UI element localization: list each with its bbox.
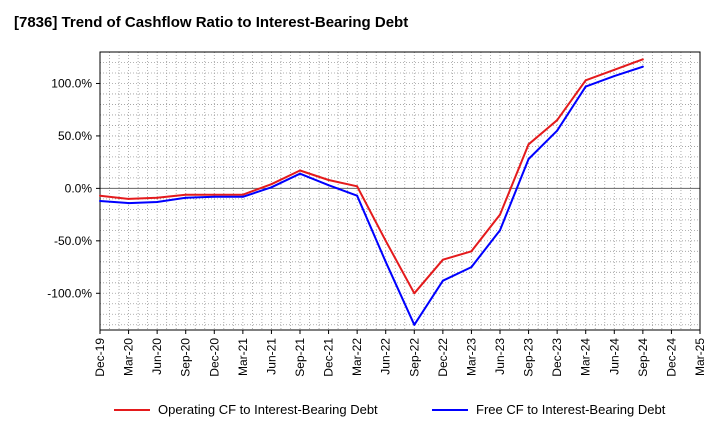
plot-border	[99, 51, 701, 331]
data-point-operating-cf	[470, 250, 473, 253]
data-point-operating-cf	[356, 185, 359, 188]
data-point-operating-cf	[641, 58, 644, 61]
x-tick-label: Jun-20	[150, 338, 164, 375]
data-point-operating-cf	[299, 169, 301, 172]
data-point-operating-cf	[127, 197, 130, 200]
x-tick-label: Sep-24	[636, 338, 650, 377]
data-point-operating-cf	[584, 79, 587, 82]
data-point-free-cf	[441, 279, 444, 282]
data-point-operating-cf	[613, 68, 616, 71]
y-tick-label: -50.0%	[54, 234, 92, 248]
chart-legend: Operating CF to Interest-Bearing Debt Fr…	[0, 402, 720, 428]
legend-label-operating-cf: Operating CF to Interest-Bearing Debt	[158, 402, 378, 417]
x-tick-label: Mar-25	[693, 338, 707, 376]
x-tick-label: Jun-23	[493, 338, 507, 375]
data-point-free-cf	[556, 129, 559, 132]
legend-item-free-cf: Free CF to Interest-Bearing Debt	[432, 402, 665, 417]
x-tick-label: Dec-24	[664, 338, 678, 377]
data-point-free-cf	[99, 199, 101, 202]
chart-title: [7836] Trend of Cashflow Ratio to Intere…	[14, 14, 409, 31]
data-point-operating-cf	[184, 193, 187, 196]
data-point-free-cf	[527, 158, 530, 161]
data-point-free-cf	[470, 266, 473, 269]
y-tick-label: 50.0%	[58, 129, 92, 143]
x-tick-label: Jun-24	[607, 338, 621, 375]
data-point-free-cf	[127, 202, 130, 205]
x-tick-label: Sep-20	[179, 338, 193, 377]
data-point-free-cf	[213, 195, 216, 198]
data-point-operating-cf	[213, 193, 216, 196]
y-tick-label: -100.0%	[47, 286, 92, 300]
data-point-operating-cf	[270, 183, 273, 186]
x-tick-label: Dec-21	[322, 338, 336, 377]
data-point-free-cf	[184, 196, 187, 199]
data-point-free-cf	[641, 65, 644, 68]
data-point-free-cf	[241, 195, 244, 198]
legend-item-operating-cf: Operating CF to Interest-Bearing Debt	[114, 402, 378, 417]
plot-area	[100, 52, 700, 330]
y-tick-label: 0.0%	[65, 181, 93, 195]
data-point-operating-cf	[241, 193, 244, 196]
data-point-free-cf	[270, 186, 273, 189]
x-tick-label: Sep-22	[407, 338, 421, 377]
data-point-free-cf	[356, 194, 359, 197]
data-point-free-cf	[584, 85, 587, 88]
x-tick-label: Mar-22	[350, 338, 364, 376]
series-line-operating-cf	[99, 58, 644, 295]
series-line-free-cf	[99, 65, 644, 326]
legend-swatch-operating-cf	[114, 408, 150, 411]
data-point-free-cf	[327, 184, 330, 187]
x-tick-label: Mar-23	[464, 338, 478, 376]
x-tick-label: Jun-22	[379, 338, 393, 375]
data-point-free-cf	[156, 201, 159, 204]
x-tick-label: Dec-20	[207, 338, 221, 377]
data-point-operating-cf	[441, 258, 444, 261]
data-point-free-cf	[413, 323, 416, 326]
x-tick-label: Mar-24	[579, 338, 593, 376]
x-tick-label: Sep-21	[293, 338, 307, 377]
data-point-free-cf	[613, 75, 616, 78]
legend-label-free-cf: Free CF to Interest-Bearing Debt	[476, 402, 666, 417]
data-point-operating-cf	[384, 239, 387, 242]
data-point-operating-cf	[327, 178, 330, 181]
data-point-free-cf	[384, 260, 387, 263]
data-point-operating-cf	[413, 292, 416, 295]
x-tick-label: Dec-23	[550, 338, 564, 377]
y-tick-label: 100.0%	[51, 76, 92, 90]
legend-swatch-free-cf	[432, 408, 468, 411]
data-point-operating-cf	[156, 196, 159, 199]
data-point-operating-cf	[527, 143, 530, 146]
data-point-operating-cf	[499, 213, 501, 216]
x-tick-label: Mar-20	[122, 338, 136, 376]
data-point-free-cf	[299, 172, 301, 175]
data-point-operating-cf	[556, 119, 559, 122]
x-tick-label: Mar-21	[236, 338, 250, 376]
data-point-operating-cf	[99, 194, 101, 197]
x-tick-label: Dec-19	[93, 338, 107, 377]
x-tick-label: Dec-22	[436, 338, 450, 377]
data-point-free-cf	[499, 229, 501, 232]
x-tick-label: Sep-23	[522, 338, 536, 377]
x-tick-label: Jun-21	[264, 338, 278, 375]
